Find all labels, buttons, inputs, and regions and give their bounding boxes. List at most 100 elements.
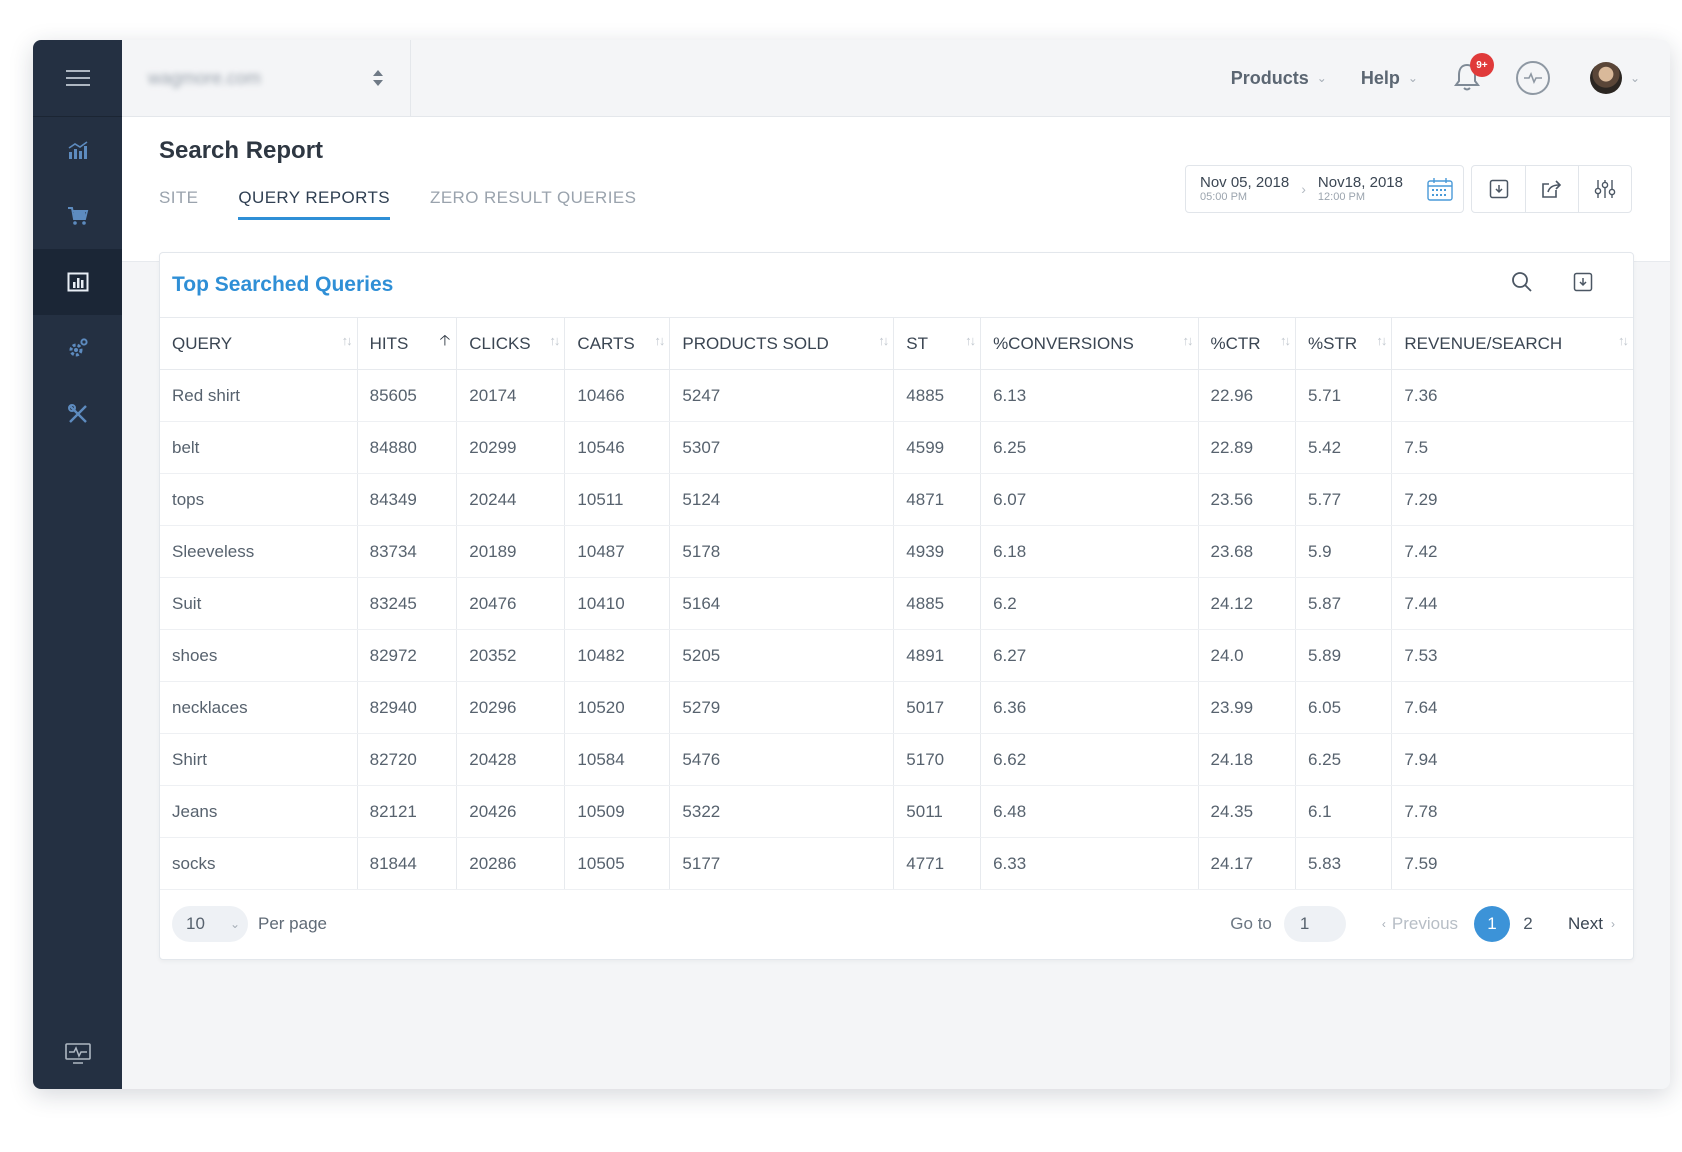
table-row[interactable]: tops 84349 20244 10511 5124 4871 6.07 23.56 5.77… bbox=[160, 473, 1633, 526]
column-header-label: %CONVERSIONS bbox=[993, 333, 1134, 353]
sort-icon[interactable]: ↑↓ bbox=[341, 333, 353, 348]
table-row[interactable]: belt 84880 20299 10546 5307 4599 6.25 22.89 5.42… bbox=[160, 421, 1633, 474]
cell-carts: 10546 bbox=[564, 421, 671, 474]
top-queries-card: Top Searched Queries bbox=[159, 252, 1634, 960]
table-row[interactable]: necklaces 82940 20296 10520 5279 5017 6.36 23.9… bbox=[160, 681, 1633, 734]
cell-query: tops bbox=[160, 473, 358, 526]
sidebar bbox=[33, 40, 122, 1089]
cell-clicks: 20174 bbox=[456, 369, 566, 422]
chevron-down-icon[interactable]: ⌄ bbox=[1629, 71, 1640, 85]
sidebar-item-tools[interactable] bbox=[33, 381, 122, 447]
share-button[interactable] bbox=[1525, 166, 1578, 212]
cell-products-sold: 5178 bbox=[669, 525, 895, 578]
tab-query-reports[interactable]: QUERY REPORTS bbox=[238, 188, 390, 220]
column-header-products-sold[interactable]: PRODUCTS SOLD ↑↓ bbox=[669, 317, 895, 370]
search-icon[interactable] bbox=[1511, 271, 1533, 293]
cell-hits: 84880 bbox=[357, 421, 458, 474]
menu-button[interactable] bbox=[33, 40, 122, 117]
column-header-st[interactable]: ST ↑↓ bbox=[893, 317, 982, 370]
filter-settings-button[interactable] bbox=[1578, 166, 1631, 212]
end-time-value: 12:00 PM bbox=[1317, 191, 1365, 204]
sidebar-item-analytics[interactable] bbox=[33, 117, 122, 183]
cell-query: Red shirt bbox=[160, 369, 358, 422]
table-row[interactable]: Red shirt 85605 20174 10466 5247 4885 6.13 22.9… bbox=[160, 369, 1633, 422]
column-header-hits[interactable]: HITS 🡡 bbox=[357, 317, 458, 370]
monitor-button[interactable] bbox=[33, 1029, 122, 1079]
cell-clicks: 20244 bbox=[456, 473, 566, 526]
site-selector[interactable]: wagmore.com bbox=[122, 40, 411, 116]
table-row[interactable]: Jeans 82121 20426 10509 5322 5011 6.48 24.35 6.1… bbox=[160, 785, 1633, 838]
column-header-revenue-search[interactable]: REVENUE/SEARCH ↑↓ bbox=[1391, 317, 1633, 370]
cell-hits: 83245 bbox=[357, 577, 458, 630]
sidebar-item-settings[interactable] bbox=[33, 315, 122, 381]
sidebar-item-cart[interactable] bbox=[33, 183, 122, 249]
goto-page-input[interactable]: 1 bbox=[1283, 906, 1346, 942]
page-button-1[interactable]: 1 bbox=[1474, 906, 1511, 942]
sort-icon[interactable]: ↑↓ bbox=[878, 333, 889, 348]
cell-hits: 83734 bbox=[357, 525, 458, 578]
sort-icon[interactable]: ↑↓ bbox=[654, 333, 665, 348]
tab-zero-result-queries[interactable]: ZERO RESULT QUERIES bbox=[430, 188, 637, 207]
cell-st: 5170 bbox=[893, 733, 982, 786]
avatar[interactable] bbox=[1589, 62, 1622, 94]
column-header-conversions[interactable]: %CONVERSIONS ↑↓ bbox=[980, 317, 1199, 370]
cell-query: shoes bbox=[160, 629, 358, 682]
table-row[interactable]: Suit 83245 20476 10410 5164 4885 6.2 24.12 5.87 7… bbox=[160, 577, 1633, 630]
page-button-2[interactable]: 2 bbox=[1523, 914, 1533, 933]
column-header-label: REVENUE/SEARCH bbox=[1404, 333, 1563, 353]
column-header-ctr[interactable]: %CTR ↑↓ bbox=[1198, 317, 1297, 370]
tab-site[interactable]: SITE bbox=[159, 188, 199, 207]
card-actions bbox=[1511, 271, 1593, 293]
cell-carts: 10520 bbox=[564, 681, 671, 734]
column-header-str[interactable]: %STR ↑↓ bbox=[1295, 317, 1393, 370]
cell-carts: 10511 bbox=[564, 473, 671, 526]
cell-products-sold: 5124 bbox=[669, 473, 895, 526]
activity-button[interactable] bbox=[1515, 61, 1550, 95]
sort-icon[interactable]: ↑↓ bbox=[1280, 333, 1291, 348]
column-header-clicks[interactable]: CLICKS ↑↓ bbox=[456, 317, 566, 370]
products-menu[interactable]: Products ⌄ bbox=[1231, 68, 1327, 89]
cell-conversions: 6.62 bbox=[980, 733, 1199, 786]
sort-icon[interactable]: ↑↓ bbox=[1618, 333, 1629, 348]
sort-icon[interactable]: ↑↓ bbox=[1376, 333, 1387, 348]
table-row[interactable]: Sleeveless 83734 20189 10487 5178 4939 6.18 23.… bbox=[160, 525, 1633, 578]
column-header-carts[interactable]: CARTS ↑↓ bbox=[564, 317, 671, 370]
cell-revenue-search: 7.59 bbox=[1391, 837, 1633, 890]
column-header-label: %STR bbox=[1308, 333, 1358, 353]
table-row[interactable]: shoes 82972 20352 10482 5205 4891 6.27 24.0 5.89… bbox=[160, 629, 1633, 682]
cell-query: socks bbox=[160, 837, 358, 890]
cell-hits: 82121 bbox=[357, 785, 458, 838]
table-row[interactable]: socks 81844 20286 10505 5177 4771 6.33 24.17 5.8… bbox=[160, 837, 1633, 890]
cell-hits: 81844 bbox=[357, 837, 458, 890]
help-menu[interactable]: Help ⌄ bbox=[1361, 68, 1418, 89]
table-row[interactable]: Shirt 82720 20428 10584 5476 5170 6.62 24.18 6.2… bbox=[160, 733, 1633, 786]
download-button[interactable] bbox=[1472, 166, 1525, 212]
cell-clicks: 20299 bbox=[456, 421, 566, 474]
cell-products-sold: 5177 bbox=[669, 837, 895, 890]
pagination: Go to 1 ‹ Previous 1 2 Next › bbox=[1230, 889, 1615, 959]
column-header-label: CARTS bbox=[577, 333, 635, 353]
table-body: Red shirt 85605 20174 10466 5247 4885 6.13 22.9… bbox=[160, 369, 1633, 890]
sort-updown-icon bbox=[373, 70, 383, 86]
sort-icon[interactable]: ↑↓ bbox=[549, 333, 560, 348]
notifications-button[interactable]: 9+ bbox=[1452, 53, 1494, 95]
monitor-icon bbox=[64, 1043, 91, 1064]
cell-st: 4599 bbox=[893, 421, 982, 474]
cell-str: 6.05 bbox=[1295, 681, 1393, 734]
cell-carts: 10505 bbox=[564, 837, 671, 890]
per-page-select[interactable]: 10 ⌄ bbox=[172, 906, 248, 942]
sort-icon[interactable]: ↑↓ bbox=[965, 333, 976, 348]
previous-button[interactable]: ‹ Previous bbox=[1382, 914, 1458, 934]
sort-icon[interactable]: ↑↓ bbox=[1182, 333, 1194, 348]
cell-query: necklaces bbox=[160, 681, 358, 734]
settings-icon bbox=[69, 338, 88, 357]
main-area: wagmore.com Products ⌄ Help ⌄ bbox=[122, 40, 1670, 1089]
cell-carts: 10466 bbox=[564, 369, 671, 422]
date-range-picker[interactable]: Nov 05, 2018 05:00 PM › Nov18, 2018 12:0… bbox=[1185, 165, 1464, 213]
next-button[interactable]: Next › bbox=[1568, 914, 1615, 934]
share-icon bbox=[1542, 180, 1562, 198]
column-header-query[interactable]: QUERY ↑↓ bbox=[160, 317, 358, 370]
sort-ascending-icon[interactable]: 🡡 bbox=[439, 332, 451, 349]
download-icon[interactable] bbox=[1573, 272, 1593, 292]
sidebar-item-reports[interactable] bbox=[33, 249, 122, 315]
